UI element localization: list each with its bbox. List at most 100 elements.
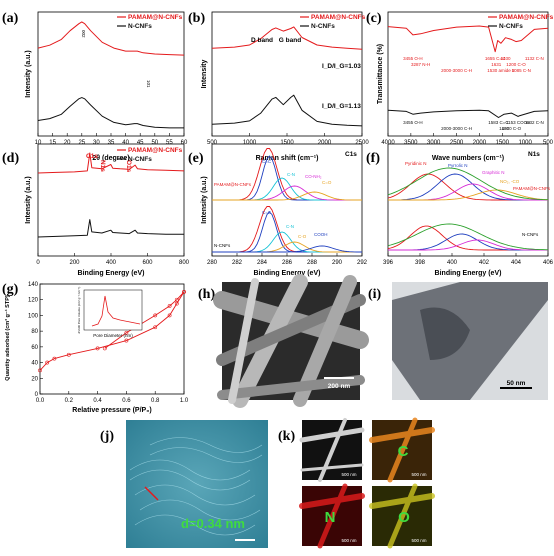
panel-a-tick-label: 40 — [122, 140, 129, 146]
panel-g-xtick-label: 0.8 — [151, 398, 160, 404]
panel-d-tick-label: 400 — [106, 260, 117, 266]
panel-d-tick-label: 0 — [36, 260, 40, 266]
panel-c-series-black — [387, 109, 549, 118]
panel-k-scale-2: 500 nm — [341, 538, 356, 543]
panel-e-ann-bottom-1: C-N — [286, 224, 294, 229]
panel-e-bottom-cc — [212, 211, 362, 253]
panel-g-inset-ylabel: dV/dD Pore Volume (cm³ g⁻¹ nm⁻¹) — [77, 287, 81, 334]
panel-c-tick-label: 4000 — [381, 140, 395, 146]
panel-a-peak-101: 101 — [146, 80, 151, 88]
panel-g-point — [167, 304, 172, 308]
panel-a-tick-label: 20 — [64, 140, 71, 146]
panel-e-ann-bottom-2: C-O — [298, 234, 307, 239]
panel-e-ann-bottom-3: COOH — [314, 232, 328, 237]
panel-f-title: N1s — [528, 151, 540, 158]
panel-d-peak-n1s: N1s — [99, 160, 106, 172]
panel-b-tick-label: 2500 — [355, 140, 369, 146]
panel-g-xtick-label: 0.6 — [122, 398, 131, 404]
panel-e-ann-bottom-0: C=C — [262, 210, 272, 215]
panel-d: (d) 0 200 400 600 800 Binding Energy (eV) In… — [2, 143, 190, 277]
panel-i-scale-text: 50 nm — [507, 380, 526, 387]
panel-c-ann-bottom: 1132 C-N — [525, 120, 544, 125]
panel-g-series — [38, 289, 186, 373]
panel-e-sample-top: PAMAM@N-CNFs — [214, 182, 252, 187]
panel-g-point — [66, 352, 71, 357]
panel-c-ann-bottom: 1583 C=C — [488, 120, 509, 125]
panel-c-tick-label: 2500 — [450, 140, 464, 146]
panel-k-element-c: C — [398, 443, 409, 460]
panel-g-point — [45, 360, 50, 365]
panel-c-label: (c) — [366, 11, 382, 26]
panel-f-top-no2 — [388, 189, 549, 201]
panel-e-tick-label: 280 — [207, 260, 218, 266]
panel-a-tick-label: 35 — [108, 140, 115, 146]
panel-a-tick-label: 10 — [35, 140, 42, 146]
panel-g-xtick-label: 0.0 — [36, 398, 45, 404]
panel-a-ylabel: Intensity (a.u.) — [25, 50, 32, 97]
panel-g-point — [153, 325, 158, 330]
panel-k-scale-0: 500 nm — [341, 472, 356, 477]
panel-f-ann-3: NO₂, -CO — [500, 179, 520, 184]
panel-c-ann-top: 1430 — [500, 56, 511, 61]
panel-e-xticks: 280 282 284 286 288 290 292 — [207, 253, 368, 266]
panel-g-ytick-label: 140 — [28, 282, 39, 288]
panel-d-legend-black: N-CNFs — [128, 156, 152, 163]
panel-g-inset-frame — [83, 289, 143, 331]
panel-g-ticks: 0.0 0.2 0.4 0.6 0.8 1.0 0 20 40 60 80 100 120 140 — [28, 282, 189, 404]
panel-e: (e) 280 282 284 286 288 290 292 C1s PAMAM@N-CN… — [188, 143, 368, 277]
panel-d-peak-o1s: O1s — [125, 160, 132, 173]
panel-g-xtick-label: 0.4 — [93, 398, 102, 404]
panel-b-series — [211, 26, 363, 127]
panel-c-legend-red: PAMAM@N-CNFs — [499, 14, 554, 21]
panel-f-tick-label: 398 — [415, 260, 426, 266]
panel-b-tick-label: 1500 — [280, 140, 294, 146]
panel-c-ann-top: 1655 C=O — [485, 56, 506, 61]
panel-g-xtick-label: 1.0 — [180, 398, 189, 404]
panel-a-legend-black: N-CNFs — [128, 23, 152, 30]
panel-f-bottom-envelope — [387, 223, 549, 251]
panel-a-tick-label: 45 — [137, 140, 144, 146]
panel-e-title: C1s — [345, 151, 357, 158]
panel-c-series — [387, 25, 549, 118]
panel-b-xlabel: Raman shift (cm⁻¹) — [256, 155, 319, 162]
panel-h-fibers — [213, 274, 369, 408]
panel-j-lattice — [129, 437, 263, 536]
panel-d-tick-label: 600 — [142, 260, 153, 266]
panel-e-tick-label: 292 — [357, 260, 368, 266]
panel-g-point — [174, 301, 179, 306]
panel-c-legend-black: N-CNFs — [499, 23, 523, 30]
panel-b-label: (b) — [188, 11, 205, 26]
panel-k-scale-3: 500 nm — [411, 538, 426, 543]
panel-d-tick-label: 200 — [69, 260, 80, 266]
panel-e-tick-label: 290 — [332, 260, 343, 266]
panel-f-bottom-pyridinic — [387, 225, 548, 251]
panel-f-xticks: 396 398 400 402 404 406 — [383, 253, 554, 266]
panel-e-tick-label: 286 — [282, 260, 293, 266]
panel-f-bottom-graphitic — [388, 239, 548, 251]
panel-f-ann-1: Pyrrolic N — [448, 163, 468, 168]
panel-a-tick-label: 55 — [166, 140, 173, 146]
panel-i: (i) 50 nm — [368, 282, 548, 400]
panel-e-bottom-envelope — [212, 206, 362, 253]
panel-b-ratio-bottom: I_D/I_G=1.13 — [322, 103, 361, 110]
panel-d-xlabel: Binding Energy (eV) — [78, 270, 145, 277]
panel-j-marker — [144, 486, 159, 501]
panel-f-sample-bottom: N-CNFs — [522, 232, 539, 237]
panel-e-ylabel: Intensity (a.u.) — [201, 176, 208, 223]
panel-k: (k) 500 nm C 500 nm N 500 nm O 500 nm — [278, 417, 435, 549]
panel-g-point — [182, 289, 186, 294]
panel-a: (a) 10 15 20 25 30 35 40 45 50 55 60 2θ (degree) I… — [2, 11, 188, 162]
panel-g-ytick-label: 80 — [31, 329, 38, 335]
panel-k-n-fibers — [299, 483, 365, 549]
panel-c-series-red — [387, 25, 549, 53]
panel-e-sample-bottom: N-CNFs — [214, 243, 231, 248]
panel-d-series-red — [37, 152, 185, 174]
panel-a-tick-label: 15 — [49, 140, 56, 146]
panel-c-ann-top: 1631 — [491, 62, 502, 67]
panel-b-xticks: 500 1000 1500 2000 2500 — [207, 133, 369, 146]
panel-a-series-red — [37, 21, 185, 56]
panel-c-ann-top: 3455 O-H — [403, 56, 423, 61]
panel-f: (f) 396 398 400 402 404 406 N1s Pyridinic N P… — [366, 143, 554, 277]
panel-k-sem-fibers — [299, 418, 365, 482]
